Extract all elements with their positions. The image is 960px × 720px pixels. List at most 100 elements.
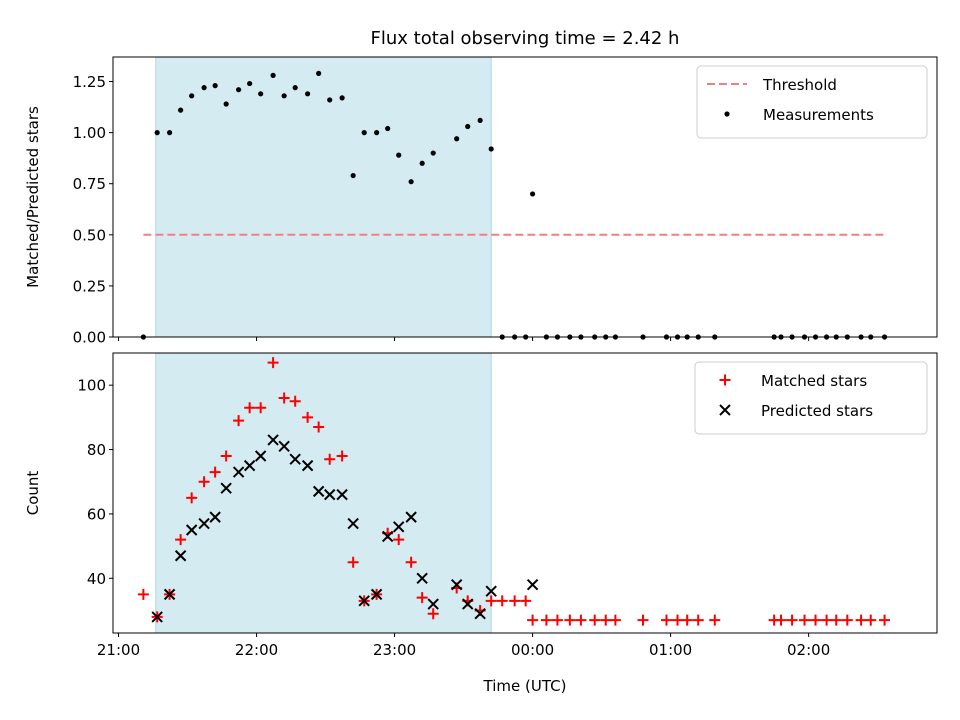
matched-star-point bbox=[810, 614, 822, 626]
matched-star-point bbox=[175, 534, 187, 546]
x-tick-label: 21:00 bbox=[97, 641, 140, 659]
y-tick-label: 80 bbox=[87, 441, 106, 459]
measurement-point bbox=[477, 117, 483, 123]
measurement-point bbox=[247, 80, 253, 87]
legend: Matched stars Predicted stars bbox=[694, 361, 928, 435]
measurement-point bbox=[339, 95, 345, 101]
measurement-point bbox=[454, 136, 460, 142]
matched-star-point bbox=[540, 614, 552, 626]
legend-measurement-swatch bbox=[724, 111, 730, 117]
predicted-star-point bbox=[312, 485, 325, 498]
matched-star-point bbox=[709, 614, 721, 626]
matched-star-point bbox=[278, 392, 290, 404]
x-axis-label: Time (UTC) bbox=[483, 677, 567, 695]
x-tick-label: 23:00 bbox=[373, 641, 416, 659]
predicted-star-point bbox=[485, 585, 497, 597]
x-tick-label: 02:00 bbox=[787, 641, 830, 659]
matched-star-point bbox=[336, 450, 348, 462]
measurement-point bbox=[350, 172, 356, 179]
panel-counts: 40 60 80 100 21:00 22:00 23:00 00:00 01:00 02:00 C… bbox=[24, 352, 938, 695]
matched-star-point bbox=[564, 614, 576, 626]
matched-star-point bbox=[186, 492, 198, 504]
predicted-star-point bbox=[289, 453, 301, 465]
measurement-point bbox=[430, 150, 436, 156]
predicted-star-point bbox=[267, 434, 279, 446]
matched-star-point bbox=[509, 595, 521, 607]
matched-star-point bbox=[830, 614, 842, 626]
matched-star-point bbox=[527, 614, 539, 626]
measurement-point bbox=[201, 85, 207, 91]
y-axis-label: Count bbox=[24, 471, 42, 516]
matched-star-point bbox=[589, 614, 601, 626]
y-tick-label: 100 bbox=[77, 377, 106, 395]
predicted-star-point bbox=[220, 482, 232, 494]
matched-star-point bbox=[485, 595, 497, 607]
predicted-star-point bbox=[526, 579, 539, 591]
matched-star-point bbox=[313, 421, 325, 433]
y-tick-label: 0.75 bbox=[73, 175, 106, 193]
x-tick-label: 01:00 bbox=[649, 641, 692, 659]
matched-star-point bbox=[496, 595, 508, 607]
y-tick-label: 1.25 bbox=[73, 73, 106, 91]
matched-star-point bbox=[551, 614, 563, 626]
matched-star-point bbox=[267, 357, 279, 369]
legend-label: Measurements bbox=[763, 106, 874, 124]
predicted-star-point bbox=[405, 511, 417, 523]
matched-star-point bbox=[198, 476, 210, 488]
measurement-point bbox=[408, 179, 414, 185]
y-tick-label: 0.50 bbox=[73, 226, 106, 244]
predicted-star-point bbox=[232, 466, 245, 478]
measurement-point bbox=[166, 130, 173, 136]
predicted-star-point bbox=[416, 572, 428, 584]
matched-star-point bbox=[393, 534, 405, 546]
matched-star-point bbox=[137, 588, 149, 600]
measurement-point bbox=[529, 191, 536, 197]
measurement-point bbox=[385, 125, 391, 132]
predicted-star-point bbox=[243, 459, 256, 472]
predicted-star-point bbox=[151, 611, 163, 623]
predicted-star-point bbox=[474, 607, 486, 620]
predicted-star-point bbox=[278, 440, 290, 453]
predicted-star-point bbox=[174, 550, 187, 562]
measurement-point bbox=[361, 130, 367, 136]
predicted-star-point bbox=[209, 511, 221, 523]
axes-frame bbox=[112, 352, 938, 634]
matched-star-point bbox=[660, 614, 672, 626]
predicted-star-point bbox=[185, 524, 198, 536]
predicted-star-point bbox=[163, 588, 176, 601]
matched-star-point bbox=[405, 556, 417, 568]
measurement-point bbox=[396, 152, 402, 158]
predicted-star-point bbox=[381, 530, 394, 543]
matched-star-point bbox=[692, 614, 704, 626]
matched-star-point bbox=[427, 608, 439, 620]
measurement-point bbox=[270, 72, 276, 78]
matched-star-point bbox=[255, 402, 267, 414]
matched-star-point bbox=[233, 415, 245, 427]
predicted-star-point bbox=[427, 598, 439, 610]
panel-ratio: 0.00 0.25 0.50 0.75 1.00 1.25 Flux total obser… bbox=[24, 28, 938, 347]
predicted-star-point bbox=[358, 595, 370, 607]
x-tick-label: 22:00 bbox=[235, 641, 278, 659]
y-tick-label: 60 bbox=[87, 505, 106, 523]
measurement-point bbox=[488, 146, 494, 152]
matched-star-point bbox=[841, 614, 853, 626]
legend-label: Predicted stars bbox=[761, 402, 873, 420]
legend-predicted-swatch bbox=[719, 404, 731, 416]
x-tick-label: 00:00 bbox=[511, 641, 554, 659]
matched-star-point bbox=[244, 402, 256, 414]
measurement-point bbox=[258, 91, 264, 97]
measurement-point bbox=[281, 93, 287, 99]
y-axis-label: Matched/Predicted stars bbox=[24, 106, 42, 288]
measurement-point bbox=[419, 160, 425, 166]
predicted-star-point bbox=[462, 598, 474, 610]
measurement-point bbox=[374, 130, 380, 136]
matched-star-point bbox=[609, 614, 621, 626]
y-tick-label: 0.00 bbox=[73, 329, 106, 347]
matched-star-point bbox=[302, 411, 314, 423]
legend-label: Threshold bbox=[762, 76, 837, 94]
predicted-star-point bbox=[336, 488, 348, 501]
y-tick-label: 1.00 bbox=[73, 124, 106, 142]
legend-label: Matched stars bbox=[761, 372, 867, 390]
measurement-point bbox=[154, 130, 160, 136]
